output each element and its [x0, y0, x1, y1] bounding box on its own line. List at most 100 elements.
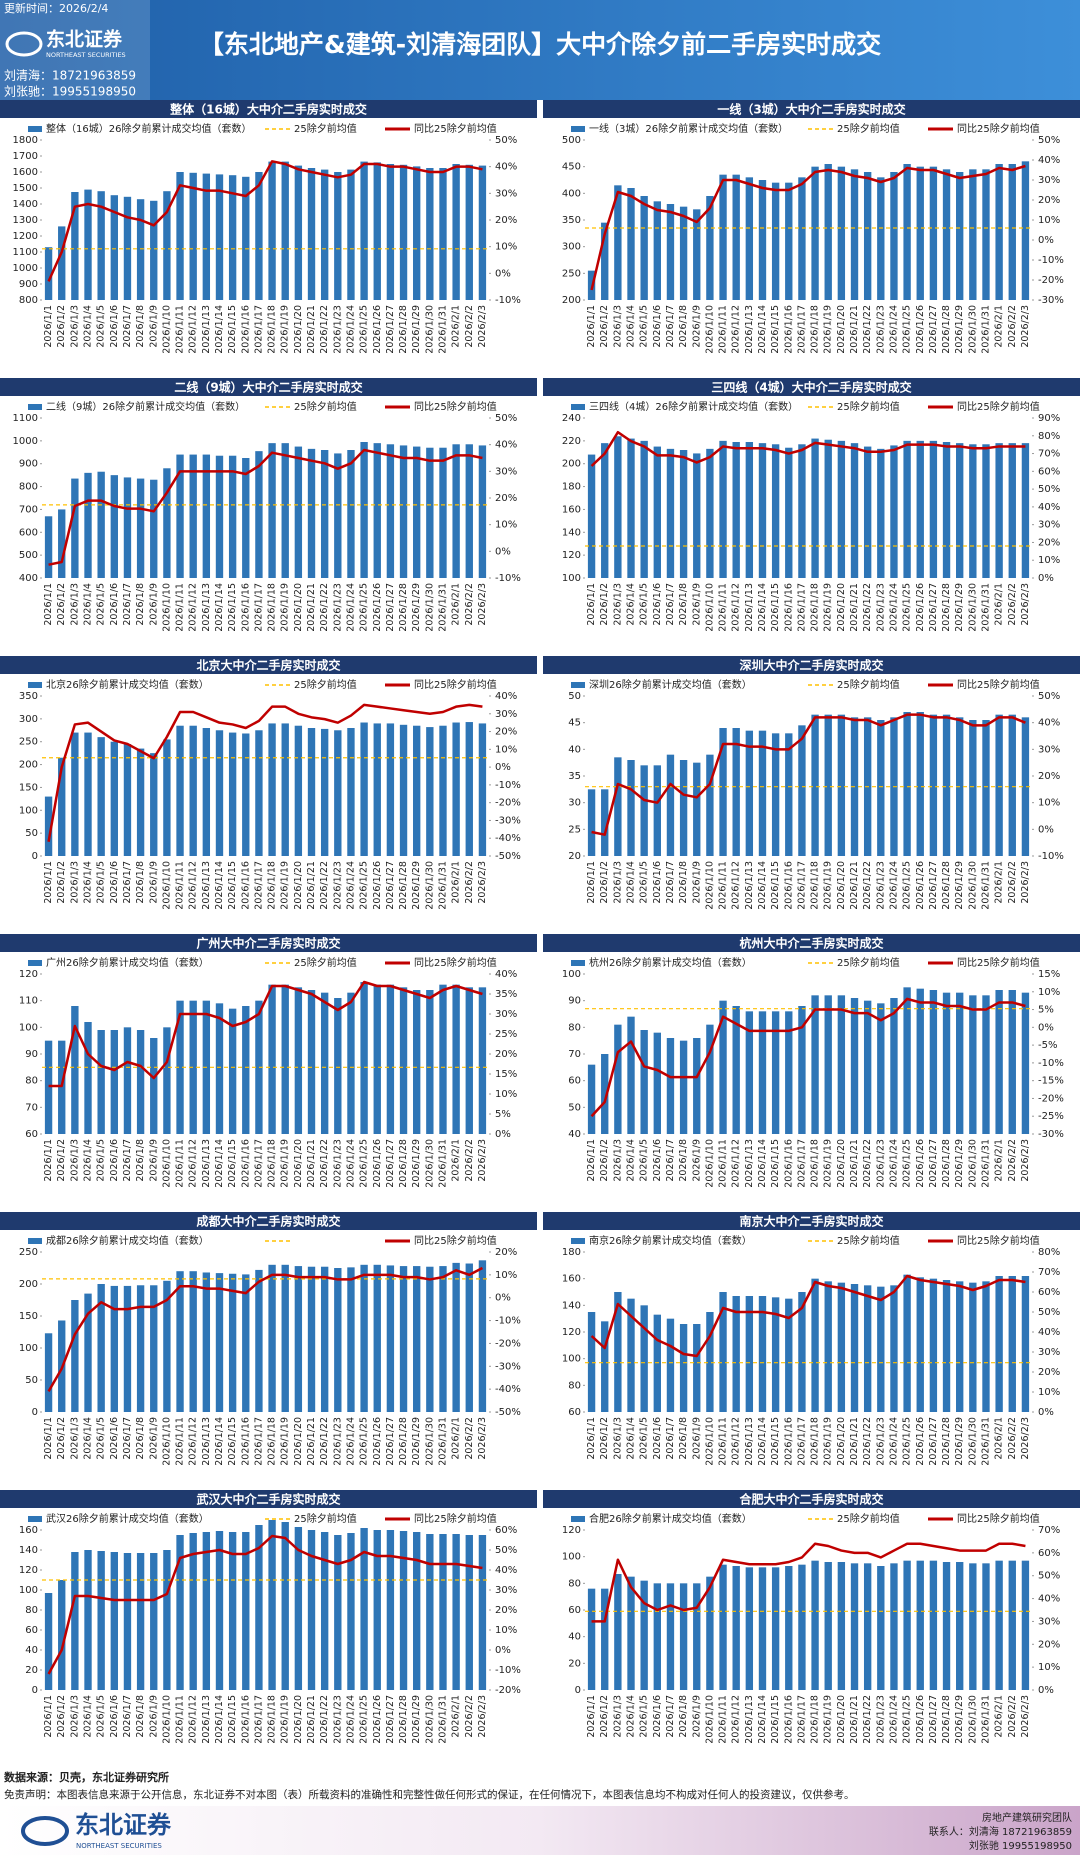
x-tick-label: 2026/1/22 — [862, 305, 873, 354]
x-tick-label: 2026/1/24 — [345, 861, 356, 910]
bar — [399, 164, 408, 300]
bar — [732, 1006, 740, 1134]
bar — [307, 1530, 316, 1690]
bar — [877, 177, 885, 300]
y2-tick-label: 70% — [1038, 1267, 1060, 1278]
bar — [640, 765, 648, 856]
bar — [465, 1263, 473, 1412]
update-time: 更新时间：2026/2/4 — [4, 1, 108, 15]
x-tick-label: 2026/1/1 — [43, 1695, 54, 1738]
bar — [850, 443, 859, 578]
bar — [666, 1583, 675, 1690]
x-tick-label: 2026/1/7 — [122, 861, 133, 904]
x-tick-label: 2026/1/20 — [293, 1139, 304, 1188]
bar — [877, 720, 885, 856]
contact: 刘张驰：19955198950 — [4, 85, 136, 99]
x-tick-label: 2026/1/3 — [69, 583, 80, 626]
bar — [693, 1324, 701, 1412]
legend-swatch — [571, 960, 585, 966]
bar — [811, 166, 819, 300]
bar — [916, 1560, 924, 1690]
x-tick-label: 2026/1/16 — [240, 1417, 251, 1466]
y2-tick-label: 40% — [495, 440, 517, 451]
x-tick-label: 2026/1/25 — [359, 1695, 370, 1744]
bar — [745, 442, 754, 578]
x-tick-label: 2026/1/7 — [122, 1695, 133, 1738]
y2-tick-label: -20% — [495, 798, 521, 809]
bar — [903, 987, 911, 1134]
legend-label: 25除夕前均值 — [837, 678, 900, 691]
chart-title: 广州大中介二手房实时成交 — [196, 936, 340, 951]
bar — [307, 168, 316, 300]
bar — [837, 1282, 846, 1412]
bar — [982, 444, 990, 578]
bar — [679, 450, 688, 578]
x-tick-label: 2026/1/22 — [319, 861, 330, 910]
bar — [58, 1040, 66, 1134]
y2-tick-label: -40% — [495, 1384, 521, 1395]
x-tick-label: 2026/1/15 — [227, 583, 238, 632]
bar — [281, 1522, 289, 1690]
logo: 东北证券 — [46, 28, 123, 51]
x-tick-label: 2026/1/17 — [253, 1139, 264, 1188]
x-tick-label: 2026/1/22 — [862, 1139, 873, 1188]
x-tick-label: 2026/1/4 — [626, 305, 637, 348]
bar — [44, 516, 53, 578]
y2-tick-label: 40% — [1038, 502, 1060, 513]
x-tick-label: 2026/1/14 — [214, 583, 225, 632]
x-tick-label: 2026/1/21 — [849, 1417, 860, 1466]
bar — [758, 1296, 767, 1412]
x-tick-label: 2026/1/29 — [954, 305, 965, 354]
team: 房地产建筑研究团队 — [982, 1811, 1072, 1824]
x-tick-label: 2026/1/18 — [810, 1695, 821, 1744]
legend-label: 武汉26除夕前累计成交均值（套数） — [46, 1512, 209, 1525]
x-tick-label: 2026/1/11 — [718, 1695, 729, 1744]
x-tick-label: 2026/1/11 — [175, 1139, 186, 1188]
x-tick-label: 2026/1/5 — [639, 1695, 650, 1738]
bar — [758, 443, 767, 578]
bar — [360, 442, 368, 578]
x-tick-label: 2026/1/16 — [783, 583, 794, 632]
bar — [863, 1285, 872, 1412]
line — [48, 448, 483, 566]
y-tick-label: 60 — [25, 1129, 38, 1140]
x-tick-label: 2026/1/22 — [319, 1139, 330, 1188]
bar — [97, 1030, 105, 1134]
x-tick-label: 2026/1/15 — [227, 305, 238, 354]
x-tick-label: 2026/1/21 — [849, 1695, 860, 1744]
bar — [110, 1552, 118, 1690]
bar — [123, 1553, 132, 1690]
x-tick-label: 2026/1/9 — [691, 583, 702, 626]
bar — [360, 722, 368, 856]
bar — [97, 737, 105, 856]
y2-tick-label: 40% — [495, 162, 517, 173]
chart-title: 武汉大中介二手房实时成交 — [196, 1492, 340, 1507]
bar — [58, 226, 66, 300]
x-tick-label: 2026/1/27 — [385, 1417, 396, 1466]
bar — [84, 189, 92, 300]
bar — [745, 1011, 754, 1134]
bar — [785, 1566, 793, 1690]
x-tick-label: 2026/2/2 — [1007, 1695, 1018, 1738]
line — [590, 1274, 1026, 1358]
bar — [44, 247, 53, 300]
y-tick-label: 800 — [19, 295, 38, 306]
x-tick-label: 2026/1/17 — [253, 861, 264, 910]
bar — [320, 1266, 329, 1412]
x-tick-label: 2026/1/24 — [345, 1139, 356, 1188]
x-tick-label: 2026/1/24 — [888, 861, 899, 910]
bar — [903, 1274, 911, 1412]
bar — [452, 1262, 460, 1412]
disclaimer: 免责声明：本图表信息来源于公开信息，东北证券不对本图（表）所载资料的准确性和完整… — [4, 1788, 855, 1801]
bar — [176, 725, 184, 856]
y2-tick-label: 20% — [1038, 195, 1060, 206]
y-tick-label: 80 — [568, 1578, 581, 1589]
x-tick-label: 2026/1/3 — [612, 861, 623, 904]
bar — [426, 1534, 434, 1690]
bar — [478, 1260, 487, 1412]
legend-label: 北京26除夕前累计成交均值（套数） — [46, 678, 209, 691]
y2-tick-label: 40% — [495, 1565, 517, 1576]
legend-label: 25除夕前均值 — [837, 400, 900, 413]
x-tick-label: 2026/1/4 — [83, 305, 94, 348]
x-tick-label: 2026/2/2 — [1007, 1139, 1018, 1182]
